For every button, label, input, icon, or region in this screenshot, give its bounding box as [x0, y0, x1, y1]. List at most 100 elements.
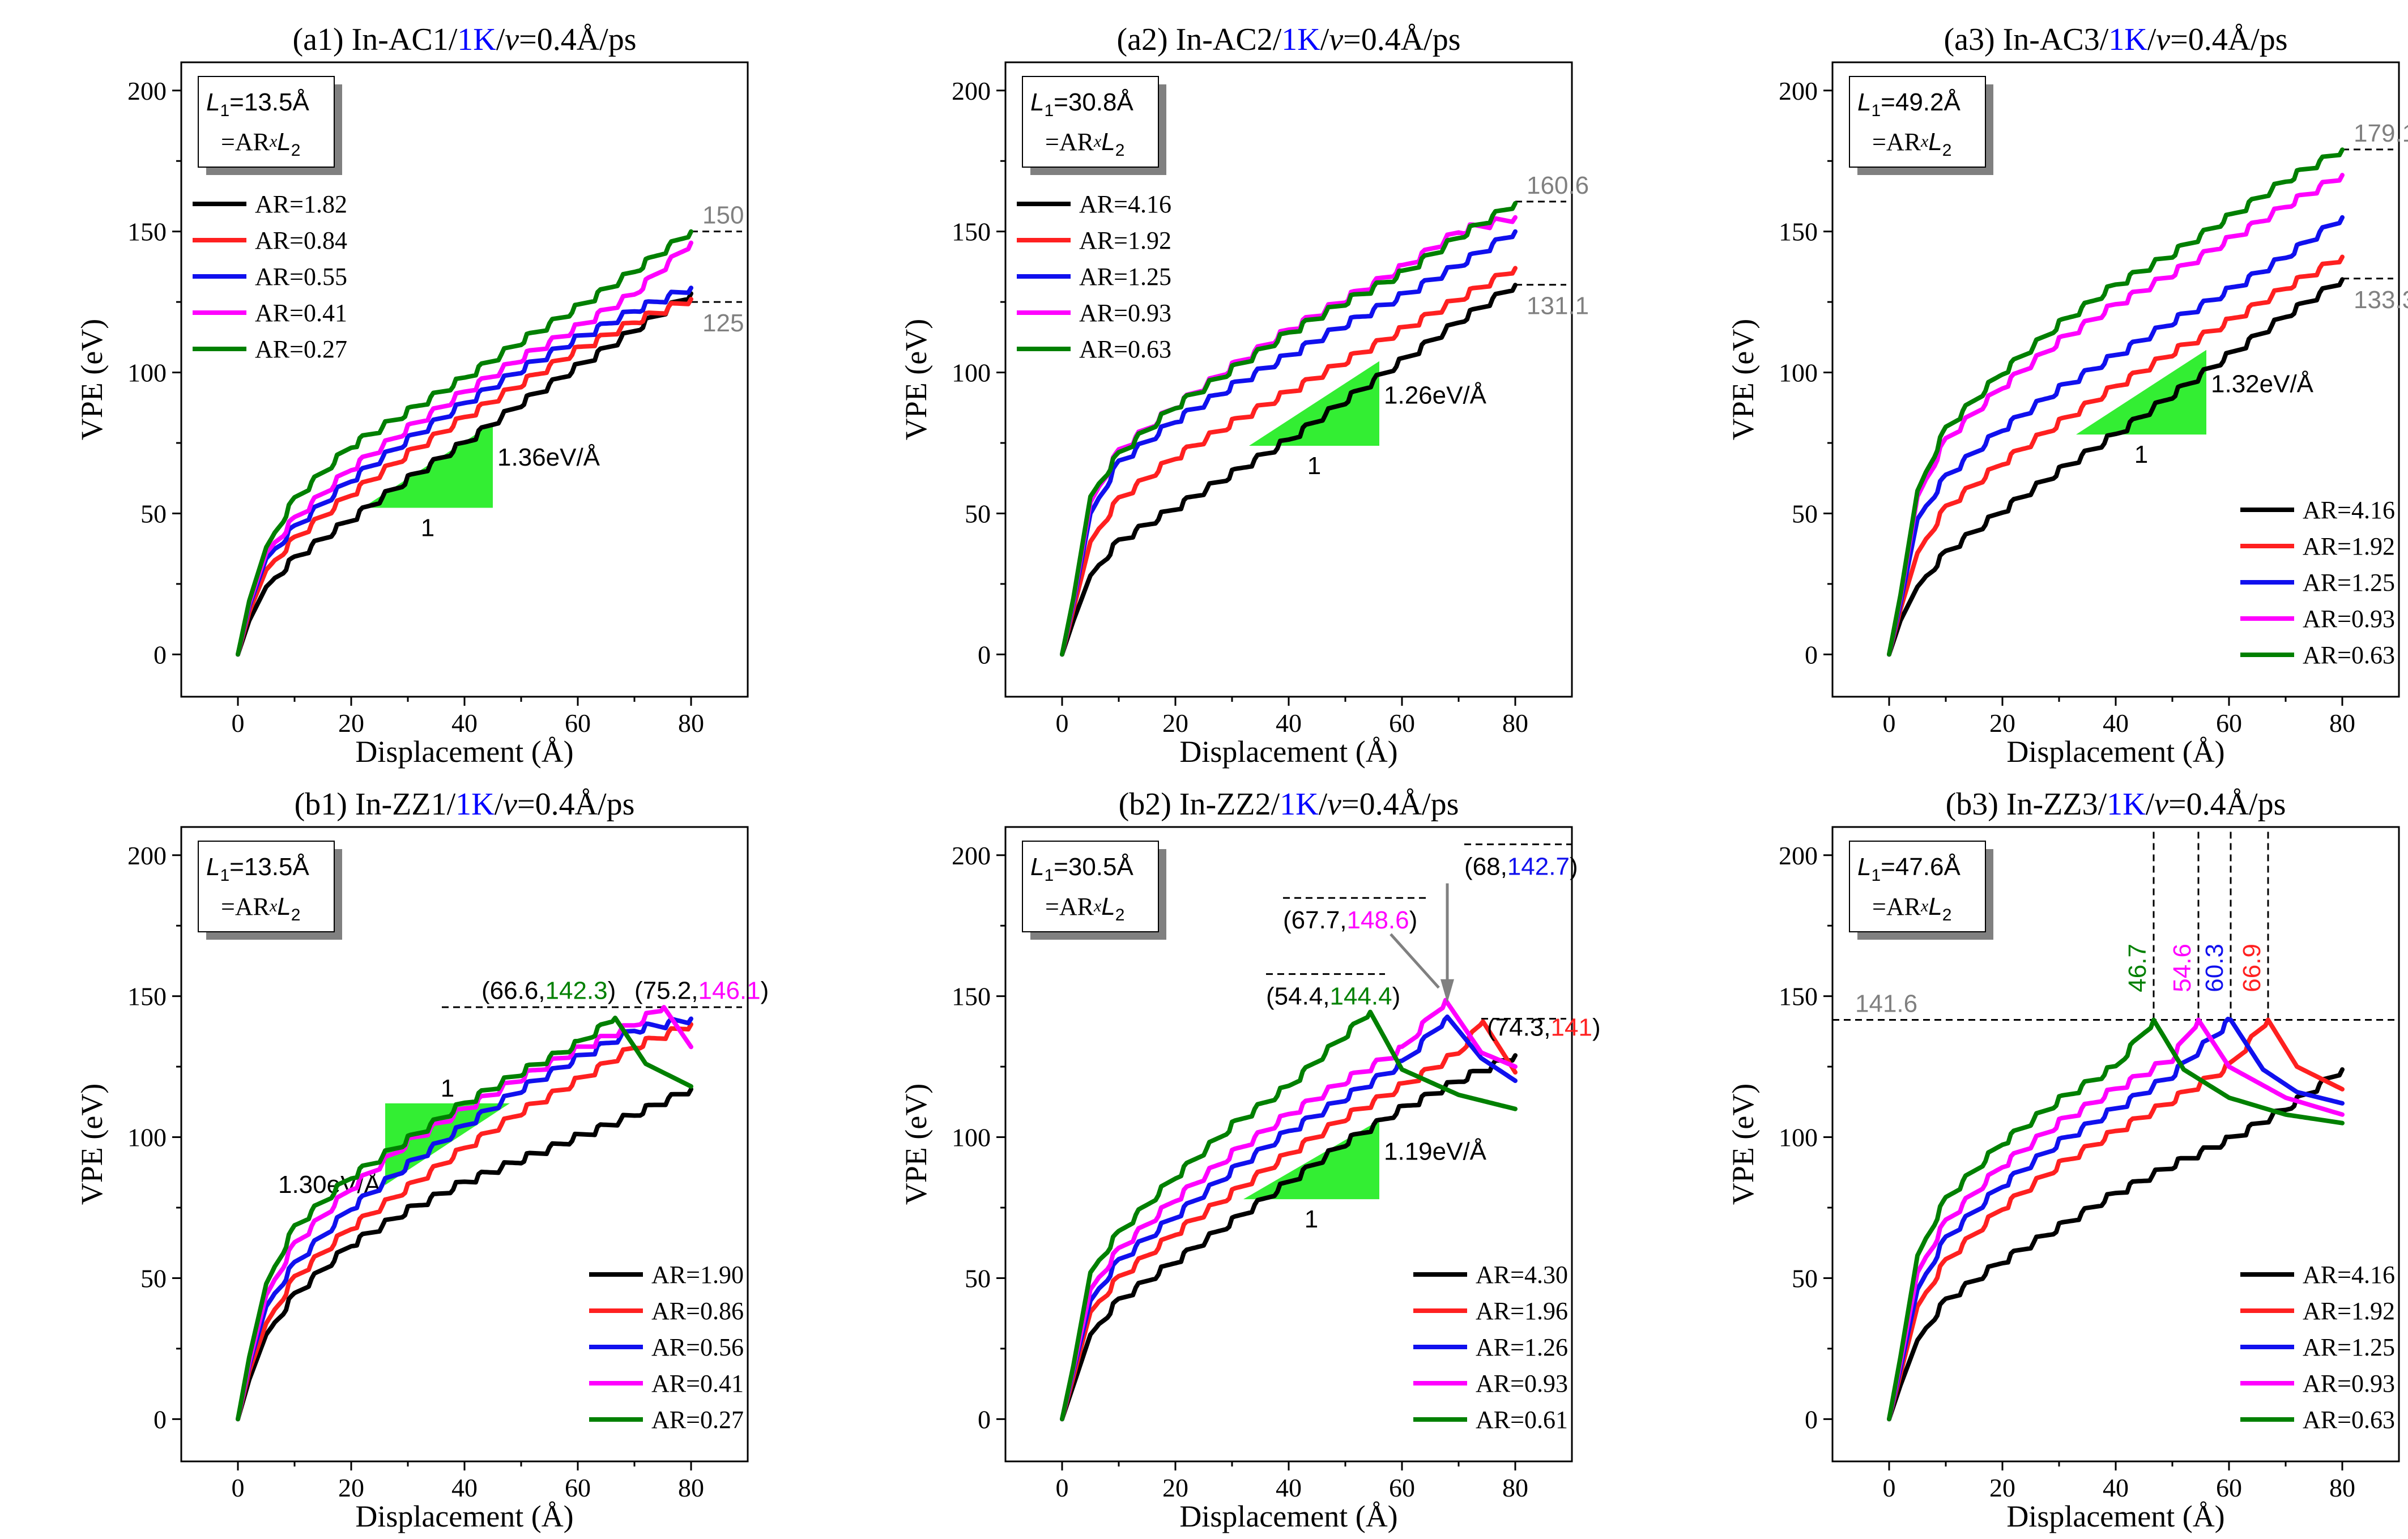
peak-annotation-part: ) [1392, 983, 1401, 1011]
legend-label: AR=1.92 [1079, 227, 1171, 254]
series-line [1060, 1009, 1518, 1422]
x-axis-label: Displacement (Å) [1179, 735, 1397, 769]
peak-annotation-part: (68, [1464, 853, 1507, 881]
panel-title: (b1) In-ZZ1/1K/v=0.4Å/ps [295, 787, 635, 822]
l1-symbol: L [206, 853, 220, 881]
y-tick-label: 0 [978, 640, 991, 669]
ar-times: x [269, 132, 278, 151]
series-line [1887, 1016, 2345, 1422]
info-box-ar: =ARxL2 [1045, 128, 1124, 160]
info-box-l1: L1=47.6Å [1857, 853, 1961, 885]
legend-label: AR=1.25 [1079, 263, 1171, 291]
x-tick-label: 60 [565, 709, 591, 737]
title-prefix: (a2) In-AC2/ [1116, 22, 1281, 57]
series-line [236, 229, 693, 657]
info-box [198, 76, 335, 168]
l1-subscript: 1 [1044, 101, 1054, 120]
y-tick-label: 0 [154, 640, 167, 669]
x-tick-label: 40 [1276, 1473, 1302, 1502]
peak-annotation-part: 144.4 [1330, 983, 1392, 1011]
legend-label: AR=0.93 [2303, 605, 2395, 633]
y-tick-label: 200 [952, 76, 991, 105]
l2-symbol: L [1101, 128, 1115, 156]
arrow-head [1440, 979, 1454, 1003]
series-line [1887, 1017, 2345, 1422]
slope-triangle [1243, 1120, 1379, 1200]
info-box-l1: L1=30.8Å [1030, 88, 1134, 120]
series-line [236, 1016, 693, 1422]
legend-label: AR=1.96 [1476, 1297, 1568, 1325]
y-tick-label: 150 [952, 218, 991, 246]
series-line [236, 285, 693, 657]
series-line [236, 1086, 693, 1422]
legend-label: AR=0.63 [2303, 641, 2395, 669]
y-tick-label: 100 [952, 1123, 991, 1152]
legend-label: AR=4.16 [2303, 1261, 2395, 1289]
title-temperature: 1K [1280, 787, 1318, 822]
panel-b2: (b2) In-ZZ2/1K/v=0.4Å/ps 0 20 40 60 80 0 50 100 1… [899, 787, 1601, 1533]
legend-label: AR=1.26 [1476, 1333, 1568, 1361]
peak-annotation-part: 142.7 [1507, 853, 1570, 881]
y-tick-label: 150 [1779, 982, 1818, 1011]
info-box-ar: =ARxL2 [221, 128, 300, 160]
info-box [1849, 76, 1986, 168]
legend-label: AR=0.27 [255, 335, 347, 363]
series-line [236, 1016, 693, 1422]
l2-symbol: L [1101, 893, 1115, 920]
y-tick-label: 50 [140, 499, 167, 528]
slope-run-label: 1 [421, 514, 434, 542]
peak-annotation: (54.4,144.4) [1266, 983, 1400, 1011]
y-tick-label: 150 [952, 982, 991, 1011]
title-temperature: 1K [2107, 787, 2145, 822]
reference-hline-label: 179.1 [2354, 120, 2408, 147]
x-tick-label: 0 [232, 709, 245, 737]
series-line [236, 240, 693, 657]
title-velocity-symbol: v [2154, 787, 2168, 822]
ar-equals: =AR [1045, 128, 1094, 156]
reference-hline-label: 125 [702, 309, 744, 337]
legend-label: AR=1.82 [255, 190, 347, 218]
l2-subscript: 2 [1942, 906, 1952, 924]
l1-subscript: 1 [220, 866, 229, 885]
info-box-ar: =ARxL2 [221, 893, 300, 924]
y-tick-label: 200 [1779, 841, 1818, 870]
info-box-l1: L1=13.5Å [206, 88, 310, 120]
x-tick-label: 0 [1056, 1473, 1069, 1502]
legend-label: AR=0.27 [651, 1406, 744, 1434]
l1-value: =30.8Å [1054, 88, 1133, 116]
x-tick-label: 20 [338, 1473, 364, 1502]
l1-subscript: 1 [1044, 866, 1054, 885]
peak-annotation: (68,142.7) [1464, 853, 1578, 881]
info-box-ar: =ARxL2 [1045, 893, 1124, 924]
title-temperature: 1K [2108, 22, 2147, 57]
legend-label: AR=0.63 [1079, 335, 1171, 363]
title-separator: / [1319, 787, 1328, 822]
x-tick-label: 40 [2103, 709, 2129, 737]
info-box-l1: L1=49.2Å [1857, 88, 1961, 120]
peak-annotation-part: ) [1570, 853, 1578, 881]
y-tick-label: 0 [1805, 640, 1818, 669]
peak-annotation-part: (67.7, [1283, 906, 1347, 934]
series-line [1887, 1017, 2345, 1422]
info-box [1022, 76, 1159, 168]
x-tick-label: 40 [451, 1473, 478, 1502]
series-line [1060, 1053, 1518, 1422]
series-line [1060, 997, 1518, 1422]
title-velocity-value: =0.4Å/ps [2170, 22, 2287, 57]
slope-run-label: 1 [1307, 452, 1321, 480]
peak-annotation-part: (74.3, [1487, 1013, 1551, 1041]
series-line [1887, 215, 2345, 657]
y-tick-label: 200 [1779, 76, 1818, 105]
title-separator: / [2146, 787, 2155, 822]
legend-label: AR=0.93 [2303, 1370, 2395, 1397]
legend-label: AR=0.41 [651, 1370, 744, 1397]
reference-hline-label: 141.6 [1855, 990, 1917, 1017]
reference-hline-label: 131.1 [1527, 292, 1589, 320]
y-tick-label: 50 [1792, 1264, 1818, 1293]
l1-subscript: 1 [220, 101, 229, 120]
reference-vline-label: 60.3 [2201, 944, 2228, 992]
title-separator: / [2147, 22, 2156, 57]
title-velocity-value: =0.4Å/ps [517, 787, 634, 822]
peak-annotation-part: ) [1592, 1013, 1601, 1041]
reference-vline-label: 66.9 [2238, 944, 2266, 992]
